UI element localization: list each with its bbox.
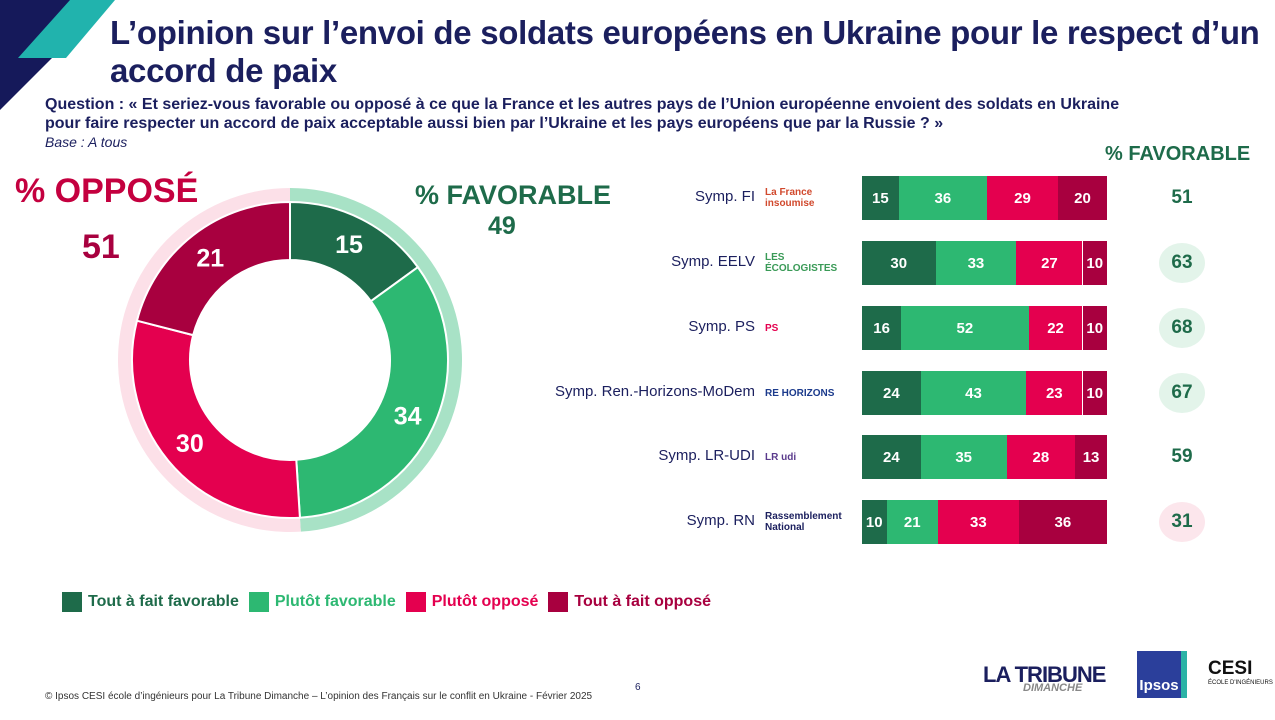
row-label: Symp. LR-UDI	[658, 447, 755, 464]
donut-chart: 15 34 30 21	[117, 188, 462, 532]
bar-segment: 21	[886, 500, 938, 544]
question-text: Question : « Et seriez-vous favorable ou…	[45, 96, 1120, 132]
bar-segment: 52	[901, 306, 1029, 350]
la-tribune-logo: LA TRIBUNE DIMANCHE	[983, 662, 1106, 694]
favorable-value: 31	[1159, 502, 1205, 542]
corner-decoration	[0, 0, 115, 110]
legend-label: Tout à fait opposé	[574, 593, 711, 610]
legend-item: Plutôt favorable	[248, 592, 396, 612]
donut-slice-label: 30	[176, 430, 204, 458]
donut-slice-label: 34	[394, 402, 422, 430]
party-logo: La France insoumise	[765, 187, 815, 209]
oppose-value: 51	[82, 228, 120, 266]
row-label: Symp. FI	[694, 188, 755, 205]
page-number: 6	[635, 682, 641, 693]
base-text: Base : A tous	[45, 134, 128, 150]
bar-segment: 27	[1016, 241, 1083, 285]
bar-segment: 30	[862, 241, 936, 285]
bar-segment: 23	[1026, 371, 1083, 415]
party-logo: PS	[765, 322, 779, 334]
bar-segment: 29	[986, 176, 1058, 220]
legend-swatch	[248, 592, 269, 612]
bar-segment: 22	[1028, 306, 1083, 350]
bar-segment: 13	[1075, 435, 1107, 479]
favorable-value: 67	[1159, 373, 1205, 413]
favorable-column-header: % FAVORABLE	[1105, 143, 1251, 165]
party-logo: LR udi	[765, 451, 797, 463]
bar-segment: 10	[1082, 241, 1107, 285]
bar-segment: 20	[1058, 176, 1107, 220]
donut-slice-label: 21	[196, 244, 224, 272]
oppose-label: % OPPOSÉ	[15, 172, 199, 210]
bar-segment: 24	[862, 435, 921, 479]
favorable-value: 59	[1171, 446, 1193, 467]
favorable-value: 68	[1159, 308, 1205, 348]
party-logo: LES ÉCOLOGISTES	[765, 252, 838, 274]
legend-item: Tout à fait favorable	[62, 592, 239, 612]
bar-segment: 33	[937, 500, 1019, 544]
legend-label: Tout à fait favorable	[88, 593, 239, 610]
bar-segment: 15	[862, 176, 899, 220]
legend-label: Plutôt favorable	[274, 593, 396, 610]
bar-segment: 10	[1082, 371, 1107, 415]
row-label: Symp. RN	[686, 512, 755, 529]
legend-swatch	[548, 592, 569, 612]
bar-segment: 36	[898, 176, 987, 220]
donut-slice	[131, 319, 301, 519]
bar-segment: 33	[935, 241, 1017, 285]
party-logo: Rassemblement National	[765, 511, 842, 533]
donut-slice	[135, 200, 291, 337]
bar-segment: 43	[920, 371, 1027, 415]
footer-text: © Ipsos CESI école d’ingénieurs pour La …	[45, 691, 593, 702]
legend-swatch	[405, 592, 426, 612]
cesi-logo: CESI ÉCOLE D'INGÉNIEURS	[1208, 658, 1273, 686]
favorable-label: % FAVORABLE	[415, 180, 612, 210]
bar-segment: 10	[1082, 306, 1107, 350]
favorable-value: 63	[1159, 243, 1205, 283]
legend-item: Tout à fait opposé	[548, 592, 711, 612]
legend-item: Plutôt opposé	[405, 592, 539, 612]
legend: Tout à fait favorable Plutôt favorable Plu…	[62, 592, 711, 612]
bar-segment: 16	[862, 306, 902, 350]
row-label: Symp. EELV	[671, 253, 755, 270]
donut-slice-label: 15	[335, 231, 363, 259]
bar-segment: 28	[1006, 435, 1076, 479]
bar-segment: 10	[862, 500, 887, 544]
donut-slice	[295, 265, 449, 519]
party-logo: RE HORIZONS	[765, 387, 835, 399]
ipsos-logo: Ipsos	[1137, 651, 1187, 698]
bar-segment: 35	[920, 435, 1007, 479]
bar-segment: 36	[1018, 500, 1107, 544]
favorable-value: 49	[488, 212, 516, 240]
page-title: L’opinion sur l’envoi de soldats europée…	[110, 14, 1260, 89]
legend-label: Plutôt opposé	[431, 593, 539, 610]
row-label: Symp. Ren.-Horizons-MoDem	[554, 383, 755, 400]
bar-segment: 24	[862, 371, 921, 415]
row-label: Symp. PS	[688, 318, 755, 335]
favorable-value: 51	[1171, 187, 1193, 208]
legend-swatch	[62, 592, 82, 612]
